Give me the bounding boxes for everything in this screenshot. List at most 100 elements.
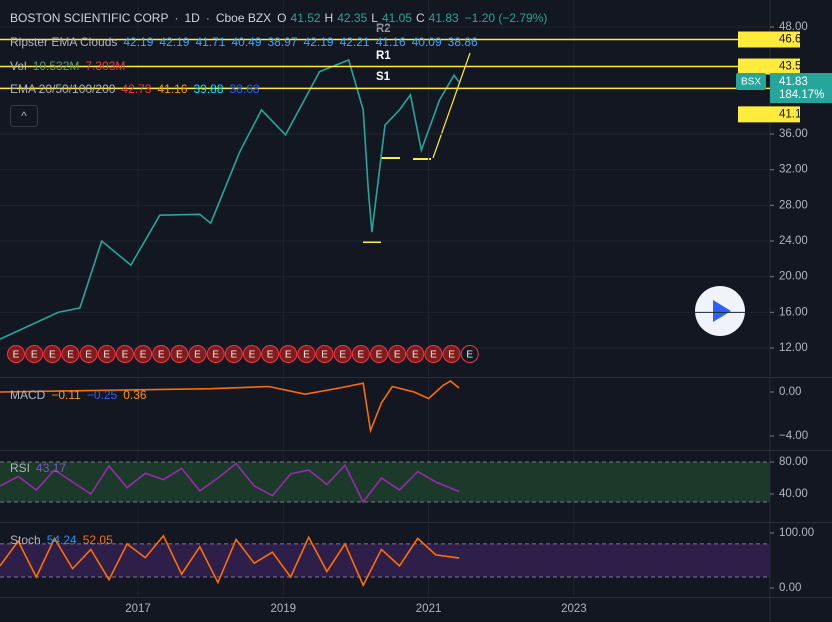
earnings-label: E (122, 350, 129, 361)
indicator-legend: RSI 43.17 (10, 461, 66, 475)
ohlc-label: L (371, 11, 378, 25)
ohlc-value: 42.35 (337, 11, 368, 25)
earnings-icon (388, 345, 407, 363)
ohlc-value: 41.52 (290, 11, 321, 25)
earnings-label: E (285, 350, 292, 361)
ohlc-value: 41.83 (428, 11, 459, 25)
indicator-value: 10.532M (32, 58, 80, 73)
indicator-legend: Stoch 54.24 52.05 (10, 533, 113, 547)
last-price-box (770, 73, 832, 104)
last-price: 41.83 (779, 76, 808, 88)
earnings-icon (370, 345, 388, 363)
pane-value: 43.17 (36, 461, 67, 475)
series-line (0, 462, 460, 504)
earnings-icon (279, 345, 298, 363)
earnings-icon (206, 345, 225, 363)
indicator-value: 40.09 (411, 35, 442, 49)
symbol-box (736, 73, 766, 91)
indicator-value: 42.19 (303, 35, 334, 49)
indicator-legend: MACD −0.11 −0.25 0.36 (10, 388, 147, 402)
pane-title: RSI (10, 461, 31, 475)
earnings-icon (297, 345, 316, 363)
earnings-icon (460, 345, 479, 363)
earnings-label: E (194, 350, 201, 361)
y-tick-label: −4.00 (779, 430, 808, 442)
series-line (0, 380, 460, 434)
pane-value: 54.24 (46, 533, 77, 547)
level-label-box (738, 106, 800, 123)
earnings-label: E (31, 350, 38, 361)
earnings-icon (43, 345, 62, 363)
x-tick-label: 2019 (271, 603, 297, 615)
earnings-label: E (176, 350, 183, 361)
indicator-name: Vol (10, 58, 27, 73)
earnings-icon (79, 345, 98, 363)
ohlc: O 41.52 H 42.35 L 41.05 C 41.83 (277, 11, 459, 25)
change: −1.20 (−2.79%) (464, 11, 548, 25)
level-label-box (738, 58, 800, 75)
earnings-label: E (358, 350, 365, 361)
indicator-legend: Ripster EMA Clouds 42.19 42.19 41.71 40.49 38… (10, 35, 478, 49)
earnings-icon (115, 345, 134, 363)
pane-value: 52.05 (82, 533, 113, 547)
earnings-label: E (140, 350, 147, 361)
earnings-icon (61, 345, 80, 363)
y-tick-label: 40.00 (779, 488, 808, 500)
symbol-label: BSX (741, 77, 761, 88)
earnings-label: E (303, 350, 310, 361)
x-tick-label: 2017 (125, 603, 151, 615)
indicator-value: 42.19 (159, 35, 190, 49)
level-label: 46.60 (779, 34, 808, 46)
series-line (0, 58, 460, 340)
earnings-icon (188, 345, 207, 363)
y-tick-label: 20.00 (779, 271, 808, 283)
y-tick-label: 80.00 (779, 456, 808, 468)
earnings-label: E (49, 350, 56, 361)
level-label-box (738, 31, 800, 48)
indicator-name: EMA 20/50/100/200 (10, 82, 116, 96)
annotation: R1 (376, 50, 391, 62)
earnings-icon (261, 345, 280, 363)
earnings-label: E (466, 350, 473, 361)
y-tick-label: 32.00 (779, 164, 808, 176)
annotation: R2 (376, 23, 391, 35)
earnings-label: E (430, 350, 437, 361)
indicator-value: 41.16 (157, 82, 188, 96)
indicator-value: 7.303M (85, 58, 126, 73)
earnings-icon (242, 345, 261, 363)
annotation: S1 (376, 71, 391, 83)
indicator-value: 38.68 (229, 82, 260, 96)
level-label: 41.12 (779, 108, 808, 120)
earnings-icon (424, 345, 443, 363)
earnings-label: E (85, 350, 92, 361)
symbol-legend: BOSTON SCIENTIFIC CORP · 1D · Cboe BZX O 41… (10, 11, 548, 25)
play-icon (713, 300, 731, 322)
ohlc-label: C (415, 11, 425, 25)
exchange: Cboe BZX (215, 11, 272, 25)
indicator-legend: Vol 10.532M 7.303M (10, 59, 125, 73)
x-tick-label: 2023 (561, 603, 587, 615)
ohlc-label: H (324, 11, 334, 25)
earnings-icon (25, 345, 44, 363)
earnings-label: E (394, 350, 401, 361)
earnings-label: E (376, 350, 383, 361)
ohlc-value: 41.05 (381, 11, 412, 25)
earnings-label: E (13, 350, 20, 361)
y-tick-label: 12.00 (779, 342, 808, 354)
earnings-label: E (448, 350, 455, 361)
earnings-icon (333, 345, 352, 363)
earnings-label: E (267, 350, 274, 361)
pane-title: MACD (10, 388, 46, 402)
earnings-label: E (158, 350, 165, 361)
indicator-value: 39.88 (193, 82, 224, 96)
earnings-label: E (103, 350, 110, 361)
collapse-button[interactable]: ^ (10, 105, 38, 127)
earnings-icon (224, 345, 243, 363)
pane-value: −0.25 (86, 388, 118, 402)
earnings-label: E (412, 350, 419, 361)
indicator-value: 42.21 (339, 35, 370, 49)
pane-title: Stoch (10, 533, 41, 547)
earnings-label: E (230, 350, 237, 361)
